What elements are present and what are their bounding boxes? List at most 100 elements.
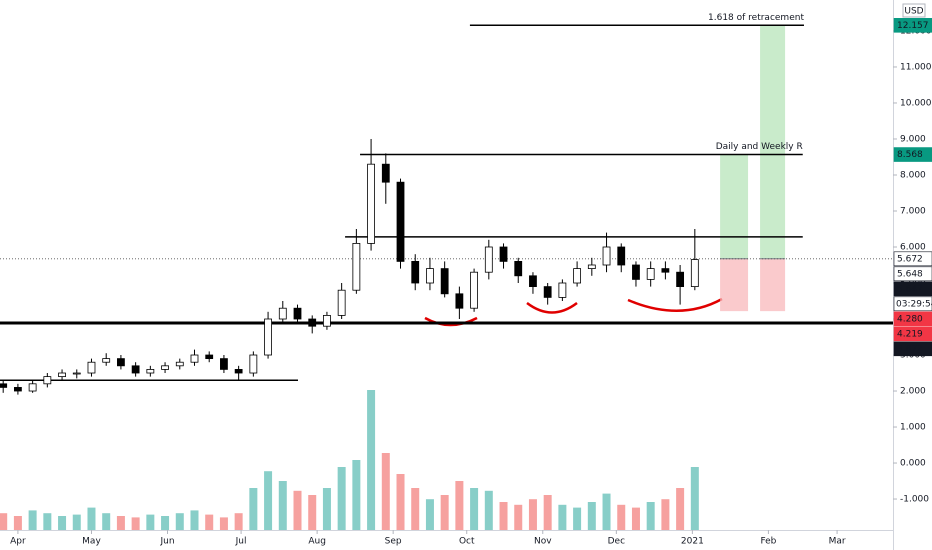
countdown-label: 03:29:54 <box>896 299 932 309</box>
volume-bar <box>87 507 96 530</box>
candle-body <box>470 271 478 309</box>
price-badge <box>893 311 932 327</box>
candle-body <box>617 246 626 266</box>
level-label: 1.618 of retracement <box>708 13 804 23</box>
candle-body <box>381 163 390 183</box>
candle-body <box>337 289 346 316</box>
price-badge <box>893 251 932 267</box>
price-badge <box>893 18 932 33</box>
candle-body <box>0 383 8 388</box>
stop-zone <box>720 258 749 312</box>
y-tick-label: -1.000 <box>900 495 929 505</box>
candle-body <box>558 282 567 298</box>
price-badge-label: 4.219 <box>897 329 923 339</box>
x-tick-label: Aug <box>308 537 326 547</box>
volume-bar <box>219 517 228 530</box>
candle-body <box>278 307 287 320</box>
curve <box>627 297 723 312</box>
volume-bar <box>278 481 287 530</box>
x-tick-label: Feb <box>760 537 776 547</box>
x-tick-label: Jun <box>159 537 174 547</box>
price-badge <box>893 326 932 342</box>
candle-body <box>352 242 361 291</box>
volume-bar <box>0 513 8 530</box>
candle-body <box>220 358 228 370</box>
volume-bar <box>13 516 22 530</box>
candle-body <box>484 246 493 273</box>
candle-body <box>102 358 111 363</box>
price-badge <box>893 341 932 357</box>
volume-bar <box>470 488 479 530</box>
volume-bar <box>161 516 170 530</box>
volume-bar <box>543 495 552 530</box>
candle-body <box>131 365 140 374</box>
x-tick-label: Dec <box>608 537 625 547</box>
target-zone <box>720 154 749 259</box>
x-tick-label: Apr <box>10 537 26 547</box>
volume-bar <box>367 390 376 530</box>
currency: USD <box>904 7 923 17</box>
candle-body <box>293 307 302 320</box>
price-badge-label: 5.648 <box>897 269 923 279</box>
volume-bar <box>631 507 640 530</box>
y-tick-label: 2.000 <box>900 387 926 397</box>
candle-body <box>455 293 464 309</box>
candle-body <box>632 264 640 280</box>
volume-bar <box>337 467 346 530</box>
volume-bar <box>484 490 493 530</box>
candle-body <box>396 181 405 262</box>
candle-body <box>308 318 317 327</box>
curve <box>424 316 478 327</box>
volume-bar <box>58 516 67 530</box>
x-tick-label: 2021 <box>681 537 704 547</box>
candle-body <box>499 246 508 262</box>
price-badge-label: 5.672 <box>897 254 923 264</box>
candle-body <box>190 354 199 363</box>
candle-body <box>661 268 670 273</box>
candle-body <box>175 361 184 367</box>
volume-bar <box>646 502 655 530</box>
volume-bar <box>499 502 508 530</box>
volume-bar <box>131 517 140 530</box>
candle-body <box>676 271 685 288</box>
x-tick-label: Sep <box>385 537 402 547</box>
volume-bar <box>72 514 81 530</box>
volume-bar <box>175 513 184 530</box>
candle-body <box>72 372 81 375</box>
candle-body <box>602 246 611 266</box>
volume-bar <box>43 513 52 530</box>
y-tick-label: 1.000 <box>900 423 926 433</box>
volume-bar <box>146 514 155 530</box>
x-tick-label: Mar <box>829 537 846 547</box>
volume-bar <box>293 490 302 530</box>
volume-bar <box>308 495 317 530</box>
candle-body <box>529 275 537 288</box>
y-tick-label: 6.000 <box>900 242 926 252</box>
volume-bar <box>205 514 214 530</box>
volume-bar <box>455 481 464 530</box>
volume-bar <box>514 504 523 530</box>
volume-bar <box>396 474 405 530</box>
volume-bar <box>558 504 567 530</box>
price-badge-label: 5.647 <box>897 284 923 294</box>
curve <box>526 301 578 314</box>
candle-body <box>117 358 125 367</box>
volume-bar <box>690 467 699 530</box>
price-badge-label: 4.280 <box>897 314 923 324</box>
volume-bar <box>102 513 111 530</box>
price-badge <box>893 281 932 297</box>
y-tick-label: 9.000 <box>900 134 926 144</box>
price-badge <box>893 266 932 282</box>
volume-bar <box>528 499 537 530</box>
candle-body <box>367 163 375 244</box>
volume-bar <box>602 493 611 530</box>
volume-bar <box>28 510 37 530</box>
candle-body <box>440 268 449 295</box>
volume-bar <box>587 502 596 530</box>
volume-bar <box>352 460 361 530</box>
pattern-curves <box>424 297 723 327</box>
volume-bar <box>116 516 125 530</box>
candle-body <box>234 369 243 374</box>
